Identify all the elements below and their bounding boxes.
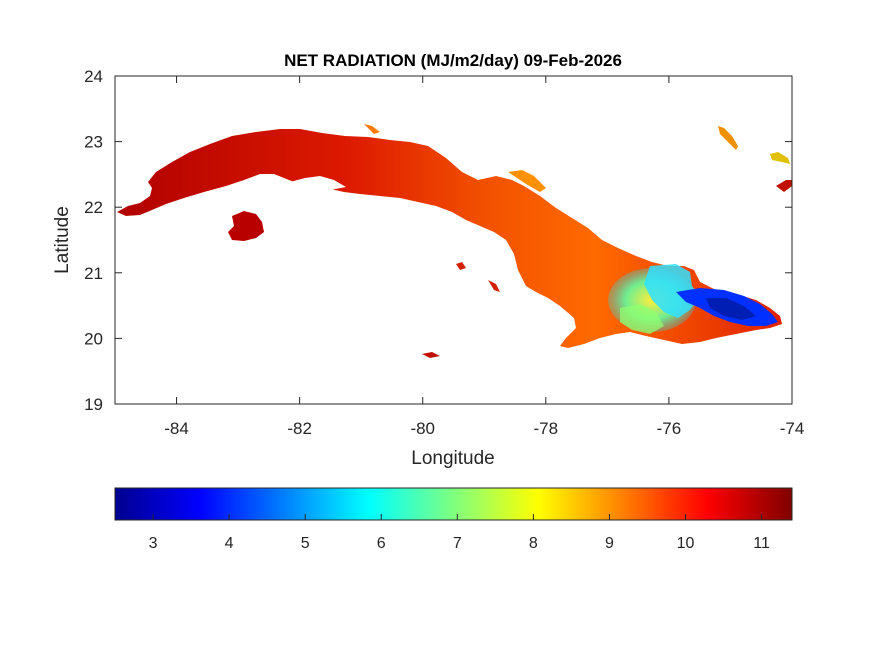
colorbar-tick-label: 6: [377, 535, 386, 552]
east-cyan-zone: [644, 264, 700, 318]
colorbar-ticks: 3 4 5 6 7 8 9 10 11: [149, 514, 770, 552]
y-axis-label: Latitude: [52, 206, 73, 274]
cay-south-3: [488, 280, 500, 292]
colorbar-tick-label: 5: [301, 535, 310, 552]
chart-title: NET RADIATION (MJ/m2/day) 09-Feb-2026: [284, 51, 622, 70]
x-axis-ticks: -84 -82 -80 -78 -76 -74: [164, 76, 804, 438]
y-tick-label: 22: [84, 198, 103, 217]
colorbar: [114, 487, 793, 521]
cay-north-2: [364, 124, 380, 134]
isla-de-la-juventud: [228, 211, 264, 241]
plot-area: [115, 76, 792, 404]
x-axis-label: Longitude: [411, 448, 494, 469]
y-tick-label: 20: [84, 329, 103, 348]
cay-top-right-1: [718, 126, 738, 150]
y-tick-label: 19: [84, 395, 103, 414]
x-tick-label: -84: [164, 419, 189, 438]
map-layer: [117, 124, 792, 358]
y-tick-label: 24: [84, 67, 103, 86]
east-darkblue-core: [706, 298, 756, 320]
y-tick-label: 21: [84, 264, 103, 283]
colorbar-tick-label: 3: [149, 535, 158, 552]
axes-box: [114, 75, 793, 405]
cay-south-1: [422, 352, 440, 358]
x-tick-label: -78: [534, 419, 559, 438]
x-tick-label: -80: [410, 419, 435, 438]
colorbar-tick-label: 9: [605, 535, 614, 552]
colorbar-tick-label: 11: [753, 535, 770, 552]
x-tick-label: -74: [780, 419, 805, 438]
x-tick-label: -82: [287, 419, 312, 438]
cay-top-right-2: [770, 152, 790, 164]
bay: [290, 176, 346, 190]
x-tick-label: -76: [657, 419, 682, 438]
cay-north-1: [508, 170, 546, 192]
colorbar-tick-label: 4: [225, 535, 234, 552]
cay-south-2: [456, 262, 466, 270]
east-green-band: [620, 304, 664, 334]
y-axis-ticks: 19 20 21 22 23 24: [84, 67, 792, 414]
colorbar-tick-label: 8: [529, 535, 538, 552]
cay-top-right-3: [776, 180, 792, 192]
colorbar-tick-label: 10: [677, 535, 695, 552]
colorbar-tick-label: 7: [453, 535, 462, 552]
y-tick-label: 23: [84, 133, 103, 152]
